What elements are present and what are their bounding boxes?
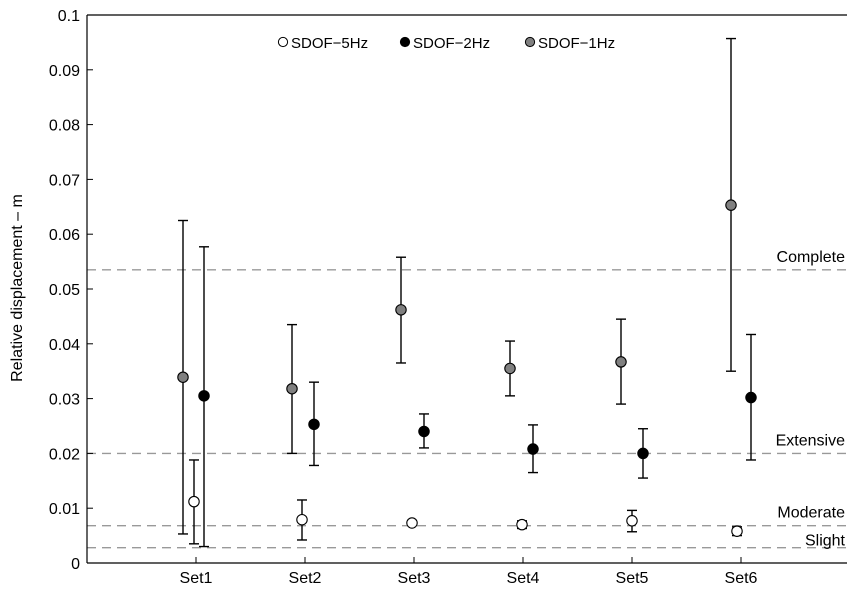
data-point <box>725 199 737 211</box>
data-point <box>296 513 308 526</box>
y-tick-label: 0.1 <box>58 8 80 25</box>
data-point <box>308 418 320 431</box>
data-point <box>406 517 418 529</box>
legend-label-3: SDOF−1Hz <box>538 35 615 52</box>
threshold-label-complete: Complete <box>777 249 846 266</box>
series-3 <box>177 37 737 535</box>
y-tick-label: 0.07 <box>49 172 80 189</box>
data-point <box>504 362 516 375</box>
data-point <box>527 443 539 455</box>
y-tick-label: 0.05 <box>49 282 80 299</box>
data-point <box>615 356 627 368</box>
legend: SDOF−5Hz SDOF−2Hz SDOF−1Hz <box>277 35 615 52</box>
series-1 <box>188 459 743 545</box>
threshold-label-moderate: Moderate <box>777 505 845 522</box>
x-tick-label-set5: Set5 <box>616 570 649 587</box>
x-tick-label-set3: Set3 <box>398 570 431 587</box>
legend-marker-3 <box>524 36 536 48</box>
y-tick-label: 0.02 <box>49 446 80 463</box>
y-axis-title: Relative displacement – m <box>9 194 26 382</box>
legend-marker-2 <box>399 36 411 48</box>
damage-thresholds: Complete Extensive Moderate Slight <box>87 249 847 550</box>
data-point <box>516 518 528 531</box>
x-tick-label-set2: Set2 <box>289 570 322 587</box>
x-tick-label-set4: Set4 <box>507 570 540 587</box>
data-point <box>188 495 200 508</box>
series-2 <box>198 246 757 548</box>
data-point <box>731 525 743 537</box>
y-tick-label: 0.03 <box>49 392 80 409</box>
x-tick-label-set1: Set1 <box>180 570 213 587</box>
data-point <box>395 304 407 316</box>
data-point <box>745 391 757 404</box>
y-tick-label: 0.04 <box>49 337 80 354</box>
data-point <box>286 382 298 395</box>
y-tick-label: 0 <box>71 556 80 573</box>
legend-marker-1 <box>277 36 289 48</box>
data-point <box>626 515 638 527</box>
y-tick-label: 0.06 <box>49 227 80 244</box>
x-tick-label-set6: Set6 <box>725 570 758 587</box>
legend-label-1: SDOF−5Hz <box>291 35 368 52</box>
data-point <box>418 425 430 438</box>
legend-label-2: SDOF−2Hz <box>413 35 490 52</box>
y-tick-label: 0.09 <box>49 63 80 80</box>
y-tick-label: 0.01 <box>49 501 80 518</box>
data-point <box>198 390 210 402</box>
y-tick-label: 0.08 <box>49 118 80 135</box>
threshold-label-extensive: Extensive <box>776 432 845 449</box>
threshold-label-slight: Slight <box>805 533 846 550</box>
axes: 0 0.01 0.02 0.03 0.04 0.05 0.06 0.07 0.08 0.09 0.1… <box>49 8 847 587</box>
data-point <box>177 371 189 383</box>
data-series <box>177 37 757 548</box>
data-point <box>637 447 649 460</box>
